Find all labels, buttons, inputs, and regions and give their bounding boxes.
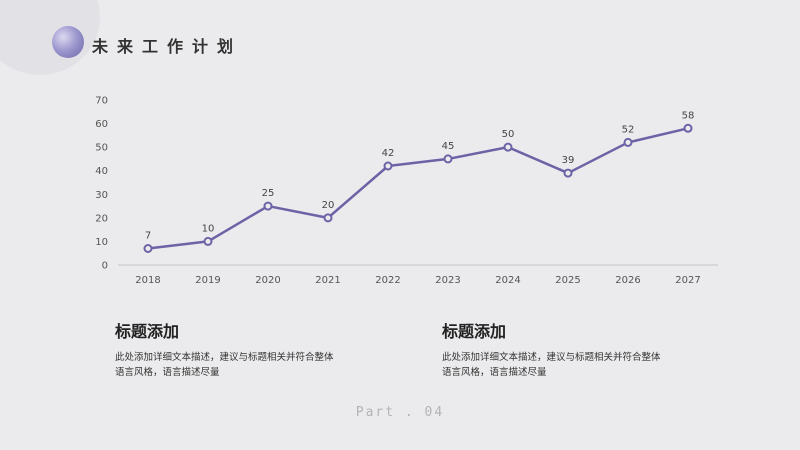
y-tick-label: 20 <box>95 213 108 224</box>
line-chart: 0 10 20 30 40 50 60 70 2018 2019 2020 2021 2022 2023… <box>95 96 718 286</box>
x-tick-label: 2026 <box>615 275 640 286</box>
footer-part-label: Part . 04 <box>355 405 445 420</box>
x-tick-label: 2020 <box>255 275 280 286</box>
data-point <box>143 244 153 253</box>
data-label: 25 <box>262 188 275 199</box>
block-title: 标题添加 <box>115 322 180 341</box>
data-labels: 7 10 25 20 42 45 50 39 52 58 <box>145 110 695 241</box>
data-point <box>683 123 693 133</box>
data-label: 7 <box>145 231 151 242</box>
x-tick-label: 2027 <box>675 275 700 286</box>
x-tick-label: 2019 <box>195 275 220 286</box>
y-tick-label: 0 <box>102 261 108 272</box>
data-point <box>203 236 213 246</box>
x-tick-label: 2021 <box>315 275 340 286</box>
block-body-line: 此处添加详细文本描述，建议与标题相关并符合整体 <box>442 352 661 363</box>
data-label: 20 <box>322 200 335 211</box>
y-tick-label: 60 <box>95 119 108 130</box>
page-title: 未来工作计划 <box>92 37 243 56</box>
data-point <box>323 213 333 223</box>
x-axis-ticks: 2018 2019 2020 2021 2022 2023 2024 2025 2026 2027 <box>135 275 700 286</box>
y-axis-ticks: 0 10 20 30 40 50 60 70 <box>95 96 108 272</box>
y-tick-label: 40 <box>95 166 108 177</box>
data-label: 58 <box>682 110 695 121</box>
title-dot-icon <box>52 26 84 58</box>
y-tick-label: 30 <box>95 190 108 201</box>
x-tick-label: 2023 <box>435 275 460 286</box>
x-tick-label: 2025 <box>555 275 580 286</box>
data-point <box>563 168 573 178</box>
block-body-line: 语言风格，语言描述尽量 <box>115 367 220 378</box>
y-tick-label: 10 <box>95 237 108 248</box>
text-block-left: 标题添加 此处添加详细文本描述，建议与标题相关并符合整体 语言风格，语言描述尽量 <box>115 318 375 380</box>
data-point <box>263 201 273 211</box>
data-point <box>383 161 393 171</box>
data-point <box>503 142 513 152</box>
x-tick-label: 2024 <box>495 275 520 286</box>
data-label: 39 <box>562 155 575 166</box>
data-label: 50 <box>502 129 515 140</box>
data-markers <box>143 123 693 253</box>
x-tick-label: 2018 <box>135 275 160 286</box>
block-body-line: 语言风格，语言描述尽量 <box>442 367 547 378</box>
data-label: 10 <box>202 223 215 234</box>
data-point <box>443 154 453 164</box>
data-label: 42 <box>382 148 395 159</box>
block-body-line: 此处添加详细文本描述，建议与标题相关并符合整体 <box>115 352 334 363</box>
series-line <box>147 127 689 250</box>
block-body: 此处添加详细文本描述，建议与标题相关并符合整体 语言风格，语言描述尽量 <box>115 350 375 380</box>
x-tick-label: 2022 <box>375 275 400 286</box>
data-label: 52 <box>622 124 635 135</box>
data-label: 45 <box>442 141 455 152</box>
block-title: 标题添加 <box>442 322 507 341</box>
block-body: 此处添加详细文本描述，建议与标题相关并符合整体 语言风格，语言描述尽量 <box>442 350 702 380</box>
y-tick-label: 50 <box>95 143 108 154</box>
y-tick-label: 70 <box>95 96 108 107</box>
text-block-right: 标题添加 此处添加详细文本描述，建议与标题相关并符合整体 语言风格，语言描述尽量 <box>442 318 702 380</box>
data-point <box>623 137 633 147</box>
